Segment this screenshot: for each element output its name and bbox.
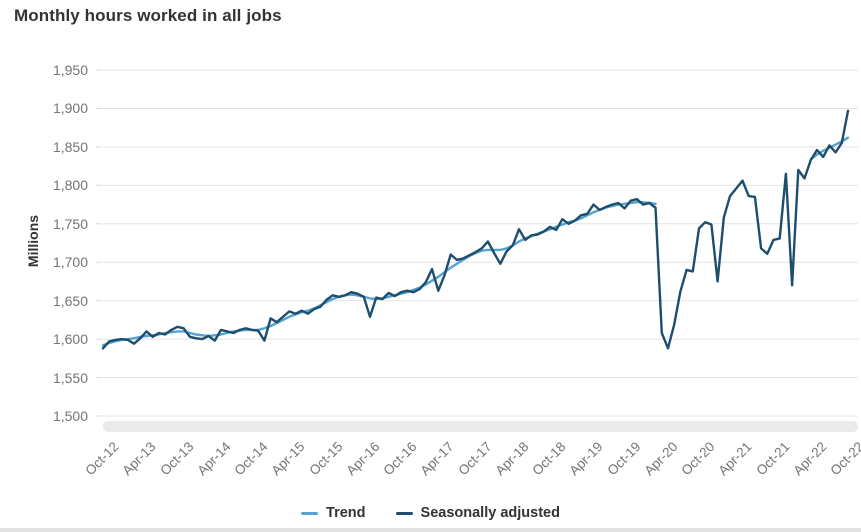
trend-line-swatch-icon [301, 511, 319, 515]
chart-title: Monthly hours worked in all jobs [14, 6, 282, 25]
y-tick-label: 1,550 [52, 369, 88, 386]
y-tick-label: 1,500 [52, 408, 88, 424]
y-tick-label: 1,800 [52, 177, 88, 194]
y-tick-label: 1,900 [52, 100, 88, 117]
range-scrollbar[interactable] [103, 421, 858, 432]
legend-item-trend[interactable]: Trend [301, 505, 366, 521]
legend-label-seasonally-adjusted: Seasonally adjusted [420, 505, 560, 521]
y-tick-label: 1,650 [52, 292, 88, 309]
y-tick-label: 1,700 [52, 254, 88, 271]
y-tick-label: 1,950 [52, 62, 88, 78]
legend: Trend Seasonally adjusted [0, 501, 861, 525]
seasonally-adjusted-line[interactable] [101, 109, 850, 350]
page-divider [0, 528, 861, 532]
y-axis-title: Millions [25, 214, 41, 268]
y-tick-label: 1,850 [52, 138, 88, 155]
y-tick-label: 1,600 [52, 331, 88, 348]
trend-line[interactable] [101, 136, 850, 347]
legend-label-trend: Trend [326, 505, 366, 521]
y-tick-label: 1,750 [52, 215, 88, 232]
seasonally-adjusted-line-swatch-icon [395, 511, 413, 515]
legend-item-seasonally-adjusted[interactable]: Seasonally adjusted [395, 505, 560, 521]
